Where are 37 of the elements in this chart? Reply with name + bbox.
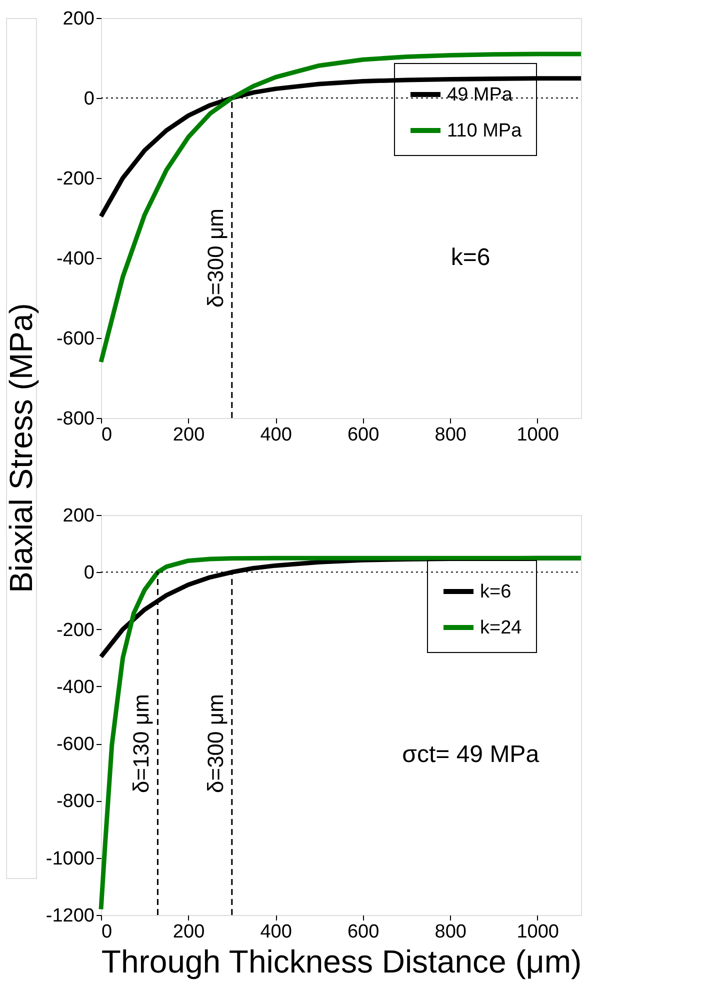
y-tick-label: 200 xyxy=(62,506,94,526)
y-tick-label: -1200 xyxy=(46,906,94,926)
x-tick-label: 200 xyxy=(172,424,205,446)
y-tick-label: -200 xyxy=(56,168,94,190)
y-tick-label: -600 xyxy=(56,328,94,350)
y-tick-label: 0 xyxy=(84,562,94,584)
x-tick-label: 800 xyxy=(434,424,466,446)
x-tick-label: 600 xyxy=(347,424,380,446)
y-tick-label: 0 xyxy=(84,88,94,110)
x-tick-label: 0 xyxy=(102,424,112,446)
legend-label: 49 MPa xyxy=(447,84,513,106)
x-axis-title: Through Thickness Distance (μm) xyxy=(101,944,582,980)
annotation: k=6 xyxy=(450,244,490,271)
legend-label: k=24 xyxy=(480,618,522,638)
y-tick-label: 200 xyxy=(62,8,94,30)
y-tick-label: -600 xyxy=(56,734,94,756)
legend-label: k=6 xyxy=(480,582,512,602)
y-tick-label: -200 xyxy=(56,620,94,641)
x-tick-label: 400 xyxy=(260,922,292,942)
x-tick-label: 400 xyxy=(260,424,292,446)
y-tick-label: -1000 xyxy=(46,848,94,870)
y-axis-title: Biaxial Stress (MPa) xyxy=(3,303,39,593)
y-tick-label: -800 xyxy=(56,408,94,430)
annotation: σct= 49 MPa xyxy=(402,741,540,768)
x-tick-label: 0 xyxy=(102,922,112,942)
x-tick-label: 1000 xyxy=(516,424,560,446)
ref-line-label: δ=300 μm xyxy=(202,694,228,794)
x-tick-label: 600 xyxy=(347,922,380,942)
y-tick-label: -400 xyxy=(56,676,94,698)
y-tick-label: -800 xyxy=(56,791,94,812)
ref-line-label: δ=130 μm xyxy=(128,694,154,794)
ref-line-label: δ=300 μm xyxy=(202,208,228,308)
x-tick-label: 800 xyxy=(434,922,466,942)
x-tick-label: 200 xyxy=(172,922,205,942)
y-tick-label: -400 xyxy=(56,248,94,270)
legend-label: 110 MPa xyxy=(447,120,522,142)
x-tick-label: 1000 xyxy=(516,922,560,942)
